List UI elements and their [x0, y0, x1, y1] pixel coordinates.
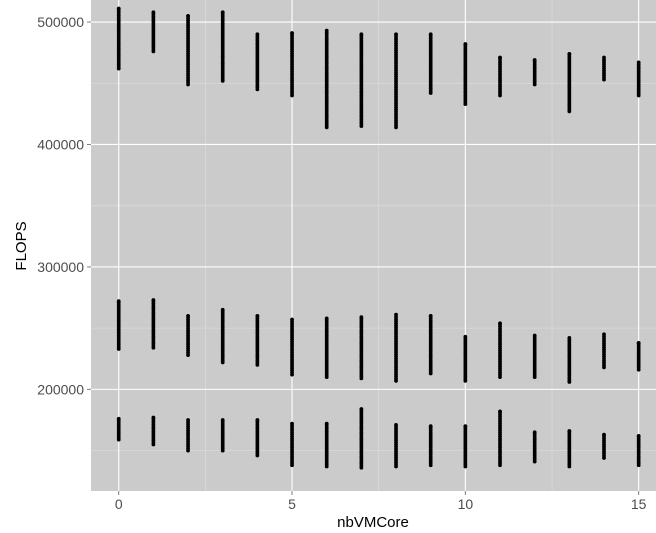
data-point	[498, 55, 502, 60]
data-point	[498, 409, 502, 414]
data-point	[255, 418, 260, 422]
data-point	[359, 315, 364, 320]
data-point	[116, 299, 121, 304]
data-point	[220, 418, 225, 422]
data-point	[636, 340, 641, 345]
data-point	[186, 418, 190, 422]
data-point	[220, 10, 225, 15]
data-point	[636, 434, 641, 438]
data-point	[220, 307, 225, 312]
data-point	[324, 316, 329, 321]
data-point	[290, 317, 294, 322]
data-point	[532, 430, 537, 435]
data-point	[255, 32, 260, 37]
data-point	[602, 332, 606, 337]
data-point	[428, 424, 433, 429]
y-axis-title: FLOPS	[13, 221, 30, 270]
x-tick-label: 5	[288, 496, 296, 512]
data-point	[324, 28, 329, 33]
y-tick-label: 500000	[37, 14, 84, 30]
data-point	[636, 60, 641, 65]
y-axis-ticks: 200000 300000 400000 500000	[37, 14, 91, 397]
data-point	[186, 14, 190, 18]
x-tick-label: 10	[458, 496, 474, 512]
data-point	[359, 407, 364, 411]
data-point	[359, 32, 364, 37]
data-point	[463, 424, 468, 429]
data-point	[394, 422, 398, 427]
data-point	[116, 6, 121, 11]
data-point	[498, 321, 502, 326]
x-tick-label: 0	[115, 496, 123, 512]
y-tick-label: 300000	[37, 259, 84, 275]
y-tick-label: 400000	[37, 136, 84, 152]
data-point	[567, 336, 572, 340]
x-axis-ticks: 0 5 10 15	[115, 491, 647, 512]
data-point	[186, 314, 190, 318]
data-points	[116, 6, 641, 470]
y-tick-label: 200000	[37, 381, 84, 397]
data-point	[463, 42, 468, 46]
data-point	[290, 31, 294, 35]
data-point	[567, 429, 572, 433]
data-point	[290, 421, 294, 426]
data-point	[602, 55, 606, 60]
plot-panel	[91, 0, 656, 491]
data-point	[463, 334, 468, 339]
data-point	[151, 10, 156, 15]
data-point	[116, 416, 121, 421]
data-point	[532, 58, 537, 62]
data-point	[394, 32, 398, 37]
data-point	[324, 421, 329, 426]
data-point	[428, 314, 433, 318]
data-point	[255, 314, 260, 318]
data-point	[151, 415, 156, 420]
x-tick-label: 15	[631, 496, 647, 512]
minor-gridlines	[91, 0, 656, 491]
data-point	[151, 298, 156, 302]
data-point	[428, 32, 433, 37]
data-point	[394, 312, 398, 317]
x-axis-title: nbVMCore	[337, 514, 409, 531]
data-point	[532, 333, 537, 338]
data-point	[567, 51, 572, 56]
data-point	[602, 432, 606, 437]
